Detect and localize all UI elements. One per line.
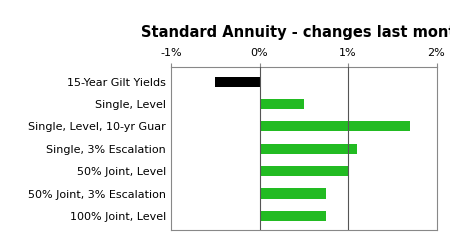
Bar xyxy=(260,211,326,221)
Bar xyxy=(260,121,410,132)
Bar xyxy=(260,144,357,154)
Title: Standard Annuity - changes last month: Standard Annuity - changes last month xyxy=(141,25,450,40)
Bar xyxy=(215,77,260,87)
Bar xyxy=(260,99,304,109)
Bar xyxy=(260,166,348,176)
Bar xyxy=(260,188,326,198)
